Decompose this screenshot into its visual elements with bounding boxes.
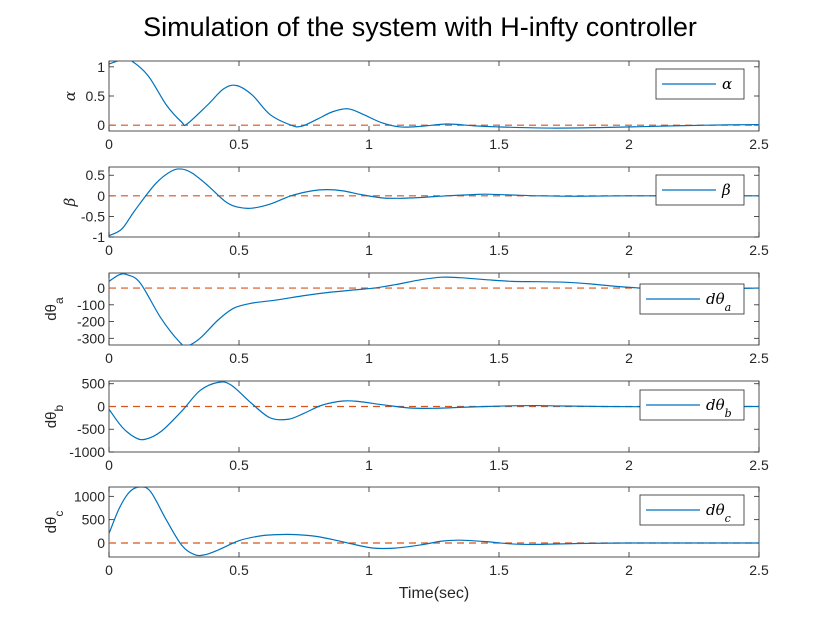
x-axis-label: Time(sec): [399, 585, 470, 602]
x-tick-label: 0.5: [229, 457, 249, 473]
x-tick-label: 2.5: [749, 562, 769, 578]
y-tick-label: -1000: [69, 444, 105, 460]
series-line: [109, 61, 759, 129]
x-tick-label: 2.5: [749, 242, 769, 258]
y-tick-label: 0: [97, 535, 105, 551]
x-tick-label: 1.5: [489, 136, 509, 152]
x-tick-label: 1: [365, 136, 373, 152]
x-tick-label: 0.5: [229, 562, 249, 578]
legend-label: dθc: [706, 501, 731, 525]
y-tick-label: 0.5: [86, 88, 106, 104]
y-tick-label: 1000: [74, 488, 105, 504]
x-tick-label: 0.5: [229, 242, 249, 258]
y-tick-label: -300: [77, 330, 105, 346]
y-tick-label: -100: [77, 297, 105, 313]
x-tick-label: 0: [105, 457, 113, 473]
legend: α: [655, 68, 745, 100]
y-tick-label: -1: [93, 229, 106, 245]
y-tick-label: -200: [77, 314, 105, 330]
x-tick-label: 2.5: [749, 457, 769, 473]
x-tick-label: 2: [625, 457, 633, 473]
y-tick-label: 0: [97, 280, 105, 296]
y-tick-label: 500: [82, 376, 106, 392]
y-tick-label: 0: [97, 398, 105, 414]
x-tick-label: 1: [365, 242, 373, 258]
x-tick-label: 0.5: [229, 136, 249, 152]
y-tick-label: 1: [97, 59, 105, 75]
y-axis-label: β: [61, 197, 79, 207]
y-tick-label: -500: [77, 421, 105, 437]
x-tick-label: 1.5: [489, 350, 509, 366]
x-tick-label: 2.5: [749, 136, 769, 152]
subplot-4: 0 0.5 1 1.5 2 2.5 -1000 -500 0 500 dθb dθb: [43, 376, 769, 473]
x-tick-label: 0: [105, 562, 113, 578]
legend: dθb: [639, 389, 745, 421]
axes-box: [108, 166, 760, 238]
y-tick-label: 0.5: [86, 167, 106, 183]
axes-box: [108, 60, 760, 132]
y-axis-label: α: [61, 91, 79, 101]
x-tick-label: 1: [365, 457, 373, 473]
series-line: [109, 381, 759, 441]
x-tick-label: 1.5: [489, 562, 509, 578]
x-tick-label: 1: [365, 350, 373, 366]
x-tick-label: 2: [625, 242, 633, 258]
y-axis-label: dθc: [43, 511, 66, 534]
x-tick-label: 1: [365, 562, 373, 578]
series-line: [109, 487, 759, 557]
x-tick-label: 2: [625, 562, 633, 578]
legend: β: [655, 174, 745, 206]
x-tick-label: 0: [105, 136, 113, 152]
y-tick-label: -0.5: [81, 208, 105, 224]
legend-label: α: [722, 75, 732, 93]
subplot-1: 0 0.5 1 1.5 2 2.5 0 0.5 1 α α: [61, 59, 769, 152]
legend-label: β: [721, 181, 731, 199]
legend: dθa: [639, 283, 745, 315]
series-line: [109, 168, 759, 237]
subplot-5: 0 0.5 1 1.5 2 2.5 0 500 1000 dθc dθc: [43, 486, 769, 578]
x-tick-label: 0.5: [229, 350, 249, 366]
x-tick-label: 2: [625, 136, 633, 152]
y-tick-label: 0: [97, 188, 105, 204]
figure-title: Simulation of the system with H-infty co…: [143, 12, 697, 42]
series-line: [109, 273, 759, 345]
x-tick-label: 2: [625, 350, 633, 366]
subplot-2: 0 0.5 1 1.5 2 2.5 -1 -0.5 0 0.5 β β: [61, 166, 769, 258]
y-tick-label: 0: [97, 117, 105, 133]
y-axis-label: dθa: [43, 297, 66, 321]
x-tick-label: 0: [105, 350, 113, 366]
x-tick-label: 1.5: [489, 242, 509, 258]
y-axis-label: dθb: [43, 405, 66, 429]
x-tick-label: 2.5: [749, 350, 769, 366]
legend: dθc: [639, 494, 745, 526]
x-tick-label: 1.5: [489, 457, 509, 473]
y-tick-label: 500: [82, 512, 106, 528]
x-tick-label: 0: [105, 242, 113, 258]
